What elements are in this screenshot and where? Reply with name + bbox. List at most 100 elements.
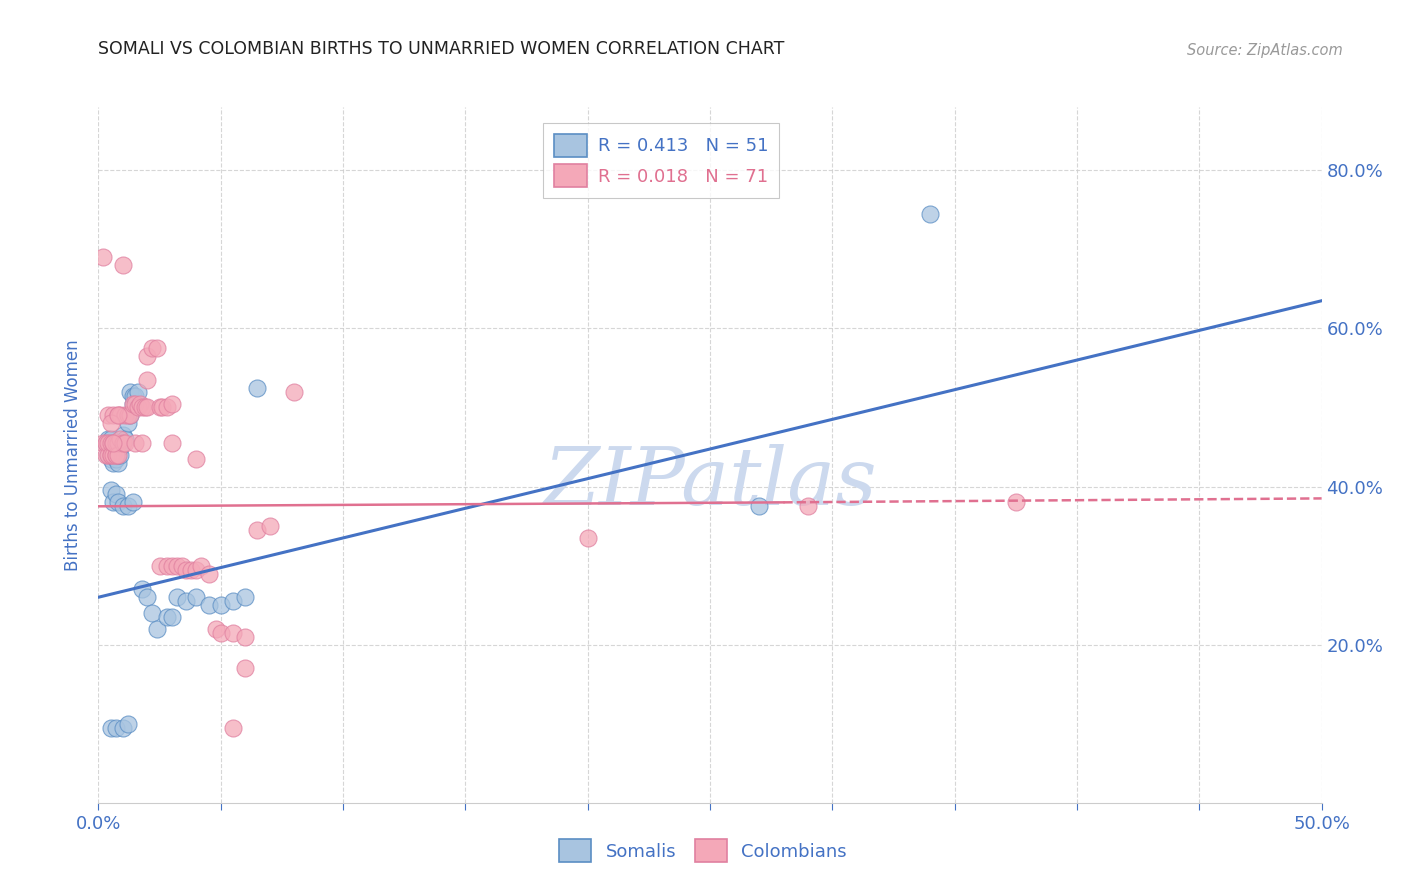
Point (205, 622, 228, 636)
Point (180, 563, 202, 577)
Point (111, 428, 134, 442)
Point (104, 436, 127, 450)
Point (136, 349, 159, 363)
Point (110, 440, 132, 454)
Point (104, 487, 127, 501)
Point (101, 448, 124, 462)
Point (107, 409, 129, 423)
Point (124, 436, 146, 450)
Point (156, 610, 179, 624)
Point (131, 401, 153, 415)
Point (107, 456, 129, 470)
Point (107, 436, 129, 450)
Point (97, 409, 120, 423)
Legend: R = 0.413   N = 51, R = 0.018   N = 71: R = 0.413 N = 51, R = 0.018 N = 71 (543, 123, 779, 198)
Point (91, 436, 114, 450)
Point (114, 409, 136, 423)
Point (101, 409, 124, 423)
Point (114, 436, 136, 450)
Point (136, 591, 159, 605)
Point (97, 432, 120, 446)
Point (170, 558, 193, 573)
Point (114, 432, 136, 446)
Point (134, 401, 156, 415)
Point (222, 721, 245, 735)
Point (246, 381, 269, 395)
Point (141, 341, 163, 355)
Point (111, 436, 134, 450)
Point (101, 444, 124, 458)
Text: ZIPatlas: ZIPatlas (543, 444, 877, 522)
Point (107, 409, 129, 423)
Point (107, 448, 129, 462)
Point (97, 448, 120, 462)
Point (149, 401, 172, 415)
Point (136, 373, 159, 387)
Point (117, 716, 139, 731)
Point (160, 396, 183, 410)
Point (104, 448, 127, 462)
Point (197, 566, 219, 581)
Point (156, 401, 179, 415)
Point (141, 606, 163, 620)
Point (121, 396, 143, 410)
Point (100, 451, 122, 466)
Point (121, 495, 143, 509)
Point (149, 558, 172, 573)
Point (94, 448, 117, 462)
Point (100, 448, 122, 462)
Point (209, 625, 232, 640)
Point (111, 436, 134, 450)
Point (233, 630, 256, 644)
Point (127, 401, 149, 415)
Point (111, 500, 134, 514)
Point (156, 558, 179, 573)
Point (160, 436, 183, 450)
Point (110, 409, 132, 423)
Point (160, 610, 183, 624)
Point (1004, 495, 1026, 509)
Point (121, 389, 143, 403)
Point (101, 456, 124, 470)
Point (101, 495, 124, 509)
Point (124, 389, 146, 403)
Legend: Somalis, Colombians: Somalis, Colombians (551, 832, 855, 870)
Point (104, 448, 127, 462)
Point (107, 448, 129, 462)
Point (197, 598, 219, 612)
Point (117, 417, 139, 431)
Point (110, 448, 132, 462)
Point (146, 341, 169, 355)
Point (246, 523, 269, 537)
Point (104, 451, 127, 466)
Point (91, 250, 114, 264)
Point (100, 436, 122, 450)
Point (146, 622, 169, 636)
Point (233, 591, 256, 605)
Point (166, 558, 188, 573)
Point (129, 396, 152, 410)
Point (131, 436, 153, 450)
Point (283, 384, 305, 399)
Point (222, 594, 245, 608)
Point (117, 500, 139, 514)
Point (100, 721, 122, 735)
Y-axis label: Births to Unmarried Women: Births to Unmarried Women (65, 339, 83, 571)
Point (100, 436, 122, 450)
Point (100, 483, 122, 498)
Point (233, 661, 256, 675)
Point (176, 594, 198, 608)
Point (97, 436, 120, 450)
Point (120, 409, 142, 423)
Point (160, 558, 183, 573)
Text: SOMALI VS COLOMBIAN BIRTHS TO UNMARRIED WOMEN CORRELATION CHART: SOMALI VS COLOMBIAN BIRTHS TO UNMARRIED … (98, 40, 785, 58)
Point (186, 563, 208, 577)
Point (107, 495, 129, 509)
Point (222, 625, 245, 640)
Point (101, 436, 124, 450)
Point (94, 436, 117, 450)
Point (150, 401, 173, 415)
Point (97, 448, 120, 462)
Point (166, 591, 188, 605)
Point (209, 598, 232, 612)
